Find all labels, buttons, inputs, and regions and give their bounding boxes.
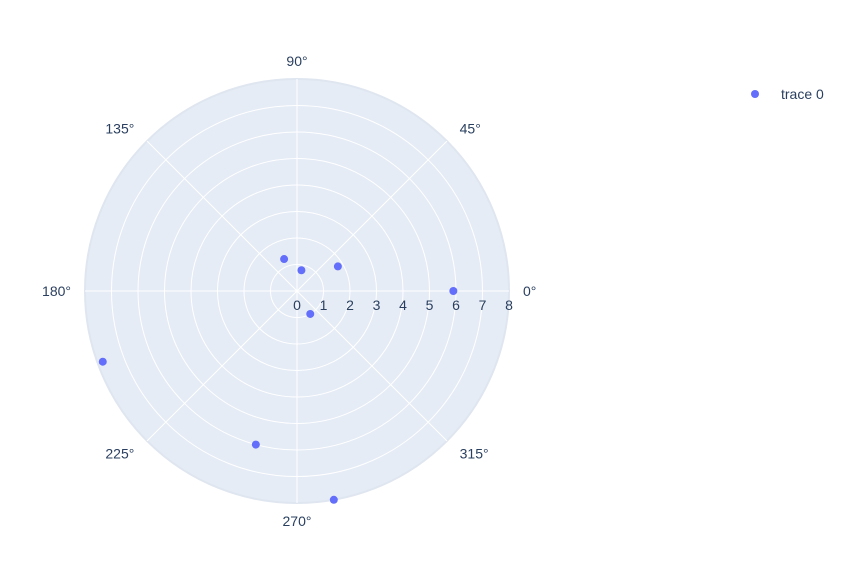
angular-gridlines xyxy=(85,79,509,503)
angular-tick-labels: 0° 45° 90° 135° 180° 225° 270° 315° xyxy=(42,53,536,529)
radial-tick-label-2: 2 xyxy=(346,297,354,313)
radial-tick-label-3: 3 xyxy=(373,297,381,313)
data-point-0-1[interactable] xyxy=(333,262,342,271)
angular-gridline-135 xyxy=(146,140,298,292)
angular-tick-label-225: 225° xyxy=(105,446,134,462)
radial-tick-label-1: 1 xyxy=(320,297,328,313)
data-point-0-6[interactable] xyxy=(306,309,315,318)
data-point-0-5[interactable] xyxy=(251,440,260,449)
angular-tick-label-270: 270° xyxy=(283,513,312,529)
data-point-0-0[interactable] xyxy=(297,266,306,275)
radial-tick-label-8: 8 xyxy=(505,297,513,313)
scatter-points xyxy=(98,255,458,504)
data-point-0-4[interactable] xyxy=(98,357,107,366)
angular-gridline-225 xyxy=(146,290,298,442)
radial-tick-label-4: 4 xyxy=(399,297,407,313)
angular-tick-label-90: 90° xyxy=(286,53,307,69)
angular-gridline-315 xyxy=(296,290,448,442)
radial-tick-label-6: 6 xyxy=(452,297,460,313)
radial-tick-labels: 0 1 2 3 4 5 6 7 8 xyxy=(293,297,513,313)
angular-gridline-45 xyxy=(296,140,448,292)
legend[interactable]: trace 0 xyxy=(751,86,824,102)
radial-tick-label-0: 0 xyxy=(293,297,301,313)
data-point-0-7[interactable] xyxy=(329,495,338,504)
legend-label-trace-0: trace 0 xyxy=(781,86,824,102)
legend-marker-trace-0 xyxy=(751,90,759,98)
angular-tick-label-45: 45° xyxy=(460,120,481,136)
radial-tick-label-7: 7 xyxy=(479,297,487,313)
radial-tick-label-5: 5 xyxy=(426,297,434,313)
data-point-0-2[interactable] xyxy=(280,255,289,264)
angular-tick-label-0: 0° xyxy=(523,283,536,299)
angular-tick-label-180: 180° xyxy=(42,283,71,299)
angular-tick-label-315: 315° xyxy=(460,446,489,462)
angular-tick-label-135: 135° xyxy=(105,120,134,136)
data-point-0-3[interactable] xyxy=(449,287,458,295)
